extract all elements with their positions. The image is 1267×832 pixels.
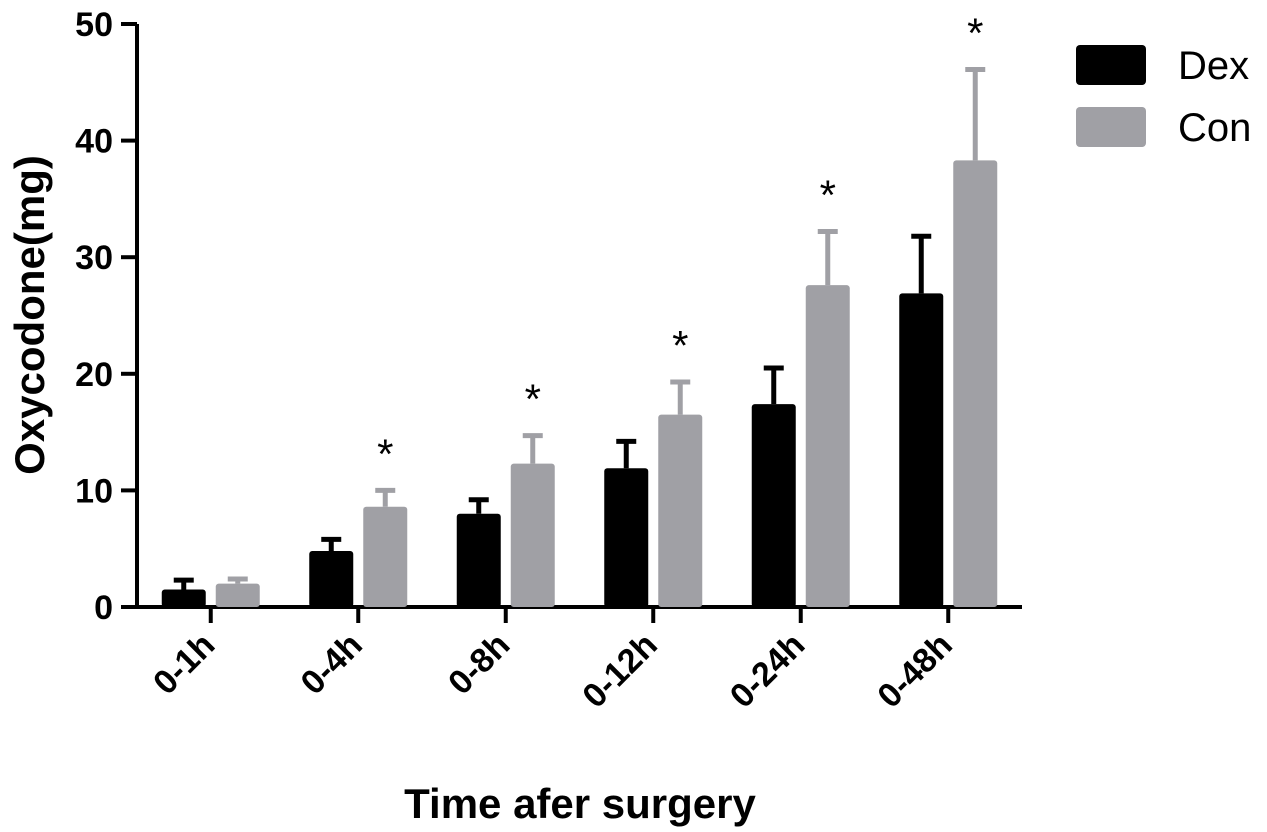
bar-con [363, 506, 408, 607]
y-tick-label: 10 [75, 472, 113, 510]
bar-con [805, 285, 850, 607]
y-tick-label: 0 [94, 589, 113, 627]
y-axis-title: Oxycodone(mg) [6, 155, 53, 475]
x-tick-label: 0-48h [870, 626, 960, 716]
x-tick-label: 0-8h [441, 626, 517, 702]
bar-con [953, 160, 998, 607]
bar-dex [456, 513, 501, 607]
x-axis-title: Time afer surgery [404, 780, 756, 827]
y-tick-label: 50 [75, 6, 113, 44]
legend-label-dex: Dex [1178, 44, 1249, 88]
x-tick-label: 0-4h [294, 626, 370, 702]
legend: Dex Con [1076, 44, 1251, 150]
significance-marker: * [672, 322, 688, 369]
bar-dex [604, 468, 649, 607]
y-tick-label: 30 [75, 239, 113, 277]
bar-con [658, 414, 703, 607]
x-axis: 0-1h 0-4h 0-8h 0-12h 0-24h 0-48h [135, 605, 1022, 716]
bar-con [215, 583, 260, 607]
legend-label-con: Con [1178, 106, 1251, 150]
y-axis: 0 10 20 30 40 50 [75, 6, 139, 627]
bar-con [510, 463, 555, 607]
bars-group: * * * * * [161, 9, 998, 607]
bar-dex [309, 551, 354, 607]
x-tick-label: 0-1h [146, 626, 222, 702]
bar-dex [899, 293, 944, 607]
significance-marker: * [377, 430, 393, 477]
legend-swatch-con [1076, 107, 1146, 147]
x-tick-label: 0-12h [575, 626, 665, 716]
y-tick-label: 20 [75, 356, 113, 394]
y-tick-label: 40 [75, 123, 113, 161]
significance-marker: * [967, 9, 983, 56]
bar-dex [161, 589, 206, 607]
x-tick-label: 0-24h [723, 626, 813, 716]
significance-marker: * [525, 376, 541, 423]
significance-marker: * [820, 172, 836, 219]
legend-swatch-dex [1076, 45, 1146, 85]
bar-dex [751, 404, 796, 607]
